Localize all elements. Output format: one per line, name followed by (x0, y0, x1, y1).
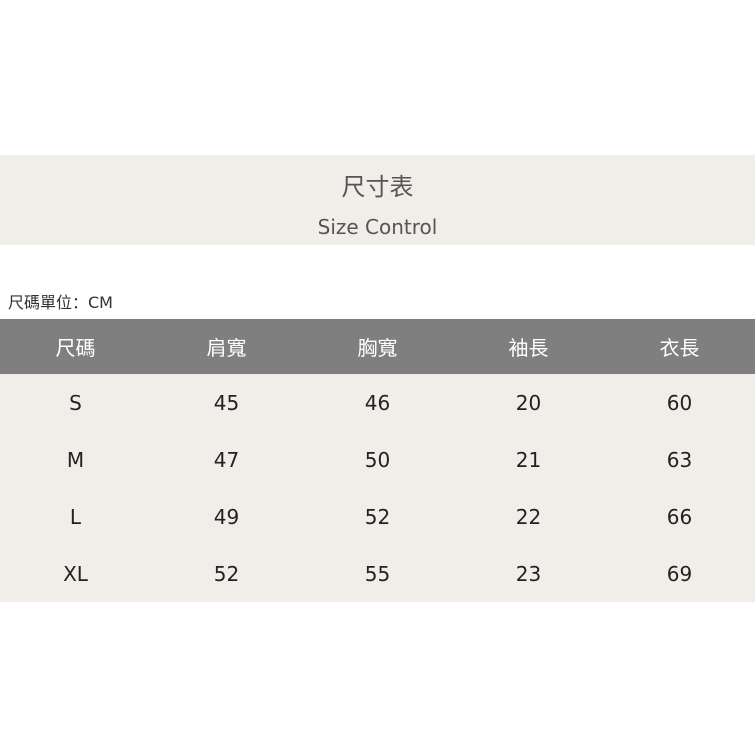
table-cell: XL (0, 545, 151, 602)
table-cell: 20 (453, 374, 604, 431)
table-row: XL 52 55 23 69 (0, 545, 755, 602)
header-length: 衣長 (604, 319, 755, 374)
page-title: 尺寸表 (341, 173, 414, 201)
table-cell: 21 (453, 431, 604, 488)
table-cell: 45 (151, 374, 302, 431)
table-cell: 60 (604, 374, 755, 431)
table-row: M 47 50 21 63 (0, 431, 755, 488)
header-chest: 胸寬 (302, 319, 453, 374)
size-table: 尺碼 肩寬 胸寬 袖長 衣長 S 45 46 20 60 M 47 50 21 63 L 49 52 22… (0, 319, 755, 602)
table-header-row: 尺碼 肩寬 胸寬 袖長 衣長 (0, 319, 755, 374)
title-banner: 尺寸表 Size Control (0, 155, 755, 245)
table-row: S 45 46 20 60 (0, 374, 755, 431)
table-cell: 49 (151, 488, 302, 545)
header-size: 尺碼 (0, 319, 151, 374)
table-cell: 63 (604, 431, 755, 488)
page-subtitle: Size Control (317, 215, 438, 239)
table-cell: 22 (453, 488, 604, 545)
table-cell: 55 (302, 545, 453, 602)
table-cell: 46 (302, 374, 453, 431)
table-cell: L (0, 488, 151, 545)
header-sleeve: 袖長 (453, 319, 604, 374)
header-shoulder: 肩寬 (151, 319, 302, 374)
unit-label: 尺碼單位：CM (8, 293, 113, 312)
table-cell: 66 (604, 488, 755, 545)
table-cell: 69 (604, 545, 755, 602)
table-row: L 49 52 22 66 (0, 488, 755, 545)
table-cell: S (0, 374, 151, 431)
table-cell: 50 (302, 431, 453, 488)
table-cell: 23 (453, 545, 604, 602)
table-cell: M (0, 431, 151, 488)
table-cell: 52 (151, 545, 302, 602)
table-cell: 52 (302, 488, 453, 545)
table-cell: 47 (151, 431, 302, 488)
